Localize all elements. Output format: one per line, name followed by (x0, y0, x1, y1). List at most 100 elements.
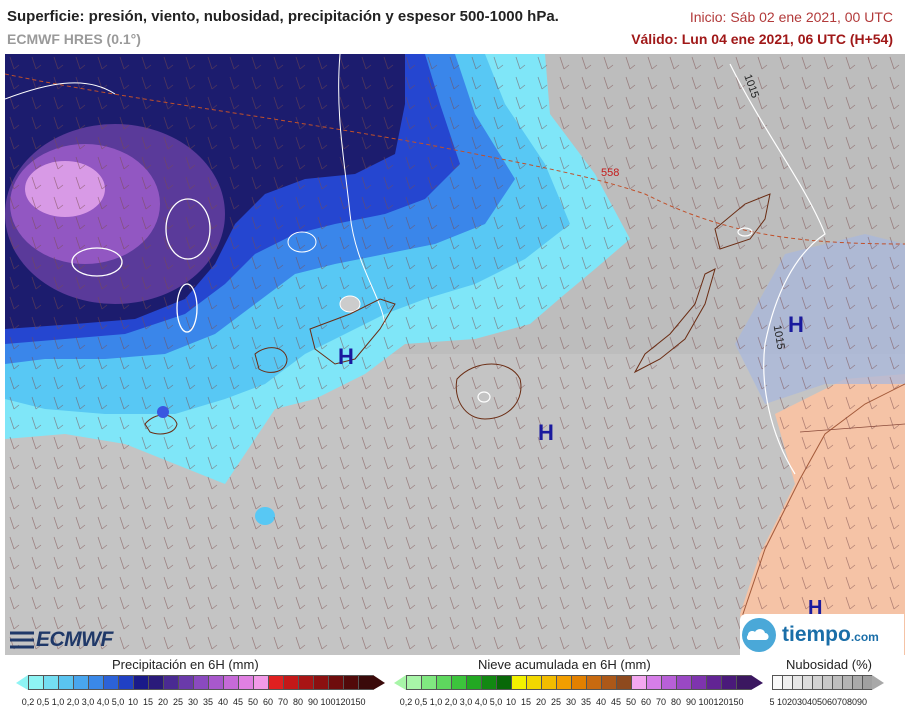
thickness-line (5, 73, 905, 245)
legend-tick-label: 20 (786, 697, 798, 707)
legend-tick-label: 70 (277, 697, 289, 707)
legend-tick-label: 3,0 (459, 697, 473, 707)
legend-swatch (28, 675, 43, 690)
legend-tick-label: 40 (217, 697, 229, 707)
legend-swatch (541, 675, 556, 690)
tiempo-logo-text: tiempo (782, 623, 851, 646)
isobar-closed-6 (477, 391, 491, 403)
legend-tick-label: 0,5 (414, 697, 428, 707)
legend-swatch (631, 675, 646, 690)
island-fuerteventura (633, 268, 716, 374)
ecmwf-logo-text: ECMWF (36, 628, 113, 651)
legend-tick-label: 50 (247, 697, 259, 707)
legend-swatch (118, 675, 133, 690)
legend-tick-label: 5,0 (111, 697, 125, 707)
legend-swatch (328, 675, 343, 690)
legend-swatch (163, 675, 178, 690)
legend-tick-label: 0,2 (399, 697, 413, 707)
legend-tick-label: 100 (320, 697, 336, 707)
legend-swatch (571, 675, 586, 690)
wind-barbs (5, 54, 905, 655)
tiempo-logo[interactable]: tiempo.com (740, 614, 904, 656)
legend-tick-label: 150 (350, 697, 366, 707)
legend-tick-label: 120 (713, 697, 729, 707)
legend-tick-label: 150 (728, 697, 744, 707)
legend-swatch (782, 675, 792, 690)
legend-tick-label: 25 (172, 697, 184, 707)
legend-precip-title: Precipitación en 6H (mm) (112, 657, 259, 672)
weather-map: 558 1015 1015 H H H H (5, 54, 905, 655)
legend-cloud-bar (772, 675, 884, 690)
legend-swatch (496, 675, 511, 690)
legend-tick-label: 10 (776, 697, 788, 707)
legend-swatch (706, 675, 721, 690)
legend-tick-label: 60 (262, 697, 274, 707)
legend-swatch (586, 675, 601, 690)
legend-cloud-arrow-right (872, 675, 884, 690)
legend-tick-label: 4,0 (474, 697, 488, 707)
header: Superficie: presión, viento, nubosidad, … (0, 0, 910, 54)
legend-swatch (736, 675, 751, 690)
legend-tick-label: 30 (565, 697, 577, 707)
high-label-1: H (338, 344, 354, 369)
legend-tick-label: 90 (856, 697, 868, 707)
legend-swatch (822, 675, 832, 690)
isobar-closed-2 (71, 247, 123, 277)
isobar-closed-5 (339, 295, 361, 313)
legend-tick-label: 30 (187, 697, 199, 707)
legend-swatch (676, 675, 691, 690)
legend-tick-label: 60 (826, 697, 838, 707)
isobar-west (5, 54, 386, 325)
island-la-gomera (254, 347, 288, 373)
legend-snow-bar (394, 675, 763, 690)
model-label: ECMWF HRES (0.1°) (7, 31, 141, 47)
island-gran-canaria (455, 363, 522, 420)
legend-snow-title: Nieve acumulada en 6H (mm) (478, 657, 651, 672)
island-el-hierro (144, 414, 178, 435)
legend-swatch (436, 675, 451, 690)
legend-tick-label: 90 (307, 697, 319, 707)
legend-tick-label: 70 (836, 697, 848, 707)
legend-swatch (601, 675, 616, 690)
legend-swatch (691, 675, 706, 690)
legend-swatch (73, 675, 88, 690)
isobar-label-south: 1015 (771, 324, 787, 350)
map-title: Superficie: presión, viento, nubosidad, … (7, 8, 559, 25)
map-canvas: 558 1015 1015 H H H H (5, 54, 905, 655)
isobar-closed-1 (165, 198, 211, 260)
legend-swatch (223, 675, 238, 690)
tiempo-logo-suffix: .com (850, 630, 879, 644)
legend-swatch (466, 675, 481, 690)
island-lanzarote (714, 193, 771, 250)
legend-tick-label: 70 (655, 697, 667, 707)
legend-swatch (343, 675, 358, 690)
legend-swatch (253, 675, 268, 690)
legend-tick-label: 10 (127, 697, 139, 707)
legend-swatch (298, 675, 313, 690)
legend-tick-label: 80 (292, 697, 304, 707)
ecmwf-logo: ECMWF (8, 627, 113, 653)
legend-tick-label: 120 (335, 697, 351, 707)
legend-tick-label: 15 (142, 697, 154, 707)
legend-swatch (193, 675, 208, 690)
isobar-closed-7 (737, 227, 753, 237)
legend-swatch (842, 675, 852, 690)
legend-swatch (862, 675, 872, 690)
legend-precip-arrow-right (373, 675, 385, 690)
init-time: Inicio: Sáb 02 ene 2021, 00 UTC (689, 9, 893, 25)
legend-tick-label: 4,0 (96, 697, 110, 707)
legend-swatch (802, 675, 812, 690)
legend-tick-label: 0,5 (36, 697, 50, 707)
legend-swatch (208, 675, 223, 690)
legend-tick-label: 50 (816, 697, 828, 707)
legend-swatch (451, 675, 466, 690)
legend-snow-arrow-left (394, 675, 406, 690)
legend-tick-label: 20 (535, 697, 547, 707)
legend-swatch (358, 675, 373, 690)
legend-tick-label: 30 (796, 697, 808, 707)
legend-swatch (661, 675, 676, 690)
isobar-closed-4 (287, 231, 317, 253)
legend-swatch (646, 675, 661, 690)
thickness-label: 558 (601, 167, 619, 179)
legend-swatch (772, 675, 782, 690)
